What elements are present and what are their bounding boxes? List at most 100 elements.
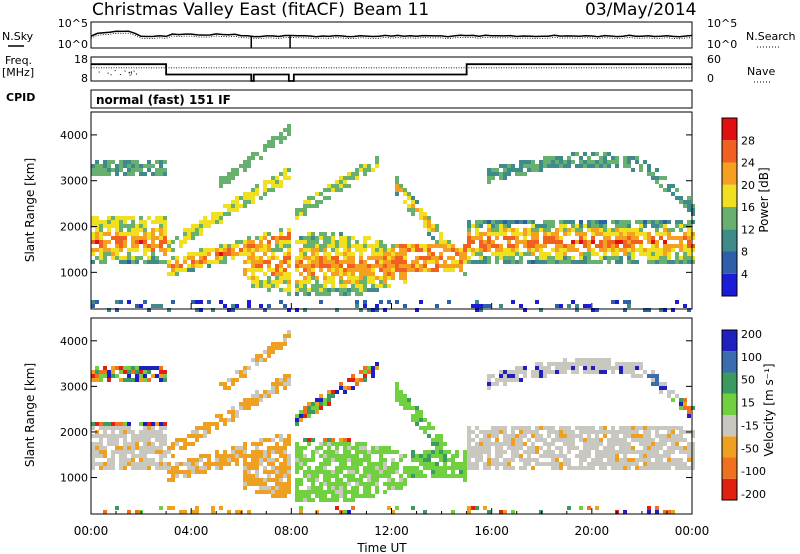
power-cell: [151, 240, 155, 244]
power-cell: [515, 244, 519, 248]
power-cell: [347, 292, 351, 296]
power-cell: [591, 308, 595, 312]
velocity-cell: [563, 362, 567, 366]
velocity-cell: [363, 370, 367, 374]
velocity-cell: [687, 458, 691, 462]
power-cell: [307, 196, 311, 200]
velocity-cell: [191, 442, 195, 446]
power-cell: [503, 228, 507, 232]
power-cell: [347, 244, 351, 248]
velocity-cell: [647, 510, 651, 514]
velocity-cell: [587, 430, 591, 434]
velocity-cell: [375, 466, 379, 470]
velocity-cell: [311, 498, 315, 502]
velocity-cell: [467, 426, 471, 430]
velocity-cell: [227, 458, 231, 462]
power-cell: [271, 236, 275, 240]
power-cell: [315, 284, 319, 288]
power-cell: [115, 216, 119, 220]
velocity-cell: [119, 454, 123, 458]
power-cell: [147, 232, 151, 236]
velocity-cell: [411, 414, 415, 418]
velocity-cell: [243, 486, 247, 490]
velocity-cell: [131, 366, 135, 370]
power-cell: [363, 300, 367, 304]
power-cell: [655, 176, 659, 180]
power-cell: [327, 196, 331, 200]
power-cell: [431, 224, 435, 228]
power-cell: [583, 152, 587, 156]
velocity-cell: [439, 450, 443, 454]
velocity-cell: [571, 466, 575, 470]
power-cell: [627, 260, 631, 264]
velocity-cell: [547, 442, 551, 446]
power-cell: [251, 192, 255, 196]
power-cell: [103, 244, 107, 248]
velocity-cell: [639, 458, 643, 462]
velocity-cell: [95, 462, 99, 466]
power-cell: [635, 236, 639, 240]
power-cell: [271, 136, 275, 140]
power-cell: [267, 260, 271, 264]
velocity-cell: [527, 462, 531, 466]
velocity-cell: [355, 450, 359, 454]
power-cell: [115, 248, 119, 252]
velocity-cell: [339, 490, 343, 494]
velocity-cell: [399, 454, 403, 458]
power-cell: [443, 264, 447, 268]
power-cell: [411, 248, 415, 252]
velocity-cell: [575, 454, 579, 458]
power-cell: [223, 256, 227, 260]
velocity-cell: [503, 442, 507, 446]
velocity-cell: [311, 474, 315, 478]
velocity-cell: [499, 370, 503, 374]
velocity-cell: [179, 438, 183, 442]
velocity-cell: [479, 446, 483, 450]
power-cell: [363, 164, 367, 168]
power-cell: [299, 248, 303, 252]
power-cell: [635, 220, 639, 224]
velocity-cell: [255, 398, 259, 402]
velocity-cell: [567, 446, 571, 450]
velocity-cell: [223, 462, 227, 466]
velocity-cell: [563, 458, 567, 462]
velocity-cell: [643, 370, 647, 374]
velocity-cell: [587, 462, 591, 466]
power-cell: [543, 220, 547, 224]
power-cell: [579, 232, 583, 236]
power-cell: [339, 284, 343, 288]
power-cell: [603, 228, 607, 232]
velocity-cell: [671, 390, 675, 394]
velocity-cell: [287, 486, 291, 490]
velocity-cell: [611, 466, 615, 470]
power-cell: [579, 228, 583, 232]
velocity-cell: [143, 458, 147, 462]
velocity-cell: [335, 506, 339, 510]
power-cell: [691, 208, 695, 212]
velocity-cell: [467, 462, 471, 466]
velocity-cell: [351, 494, 355, 498]
power-cell: [295, 208, 299, 212]
velocity-cell: [387, 478, 391, 482]
velocity-cell: [619, 446, 623, 450]
velocity-cell: [627, 458, 631, 462]
power-cell: [475, 224, 479, 228]
velocity-cell: [123, 438, 127, 442]
power-cell: [687, 228, 691, 232]
power-cell: [395, 244, 399, 248]
power-cell: [419, 208, 423, 212]
power-cell: [259, 196, 263, 200]
velocity-cell: [551, 466, 555, 470]
velocity-cell: [355, 454, 359, 458]
velocity-cell: [279, 342, 283, 346]
power-cell: [123, 216, 127, 220]
velocity-cell: [651, 446, 655, 450]
power-cell: [323, 232, 327, 236]
power-cell: [307, 280, 311, 284]
power-cell: [627, 224, 631, 228]
velocity-cell: [627, 366, 631, 370]
power-cell: [287, 176, 291, 180]
velocity-cell: [611, 458, 615, 462]
power-cell: [623, 244, 627, 248]
velocity-cell: [575, 446, 579, 450]
